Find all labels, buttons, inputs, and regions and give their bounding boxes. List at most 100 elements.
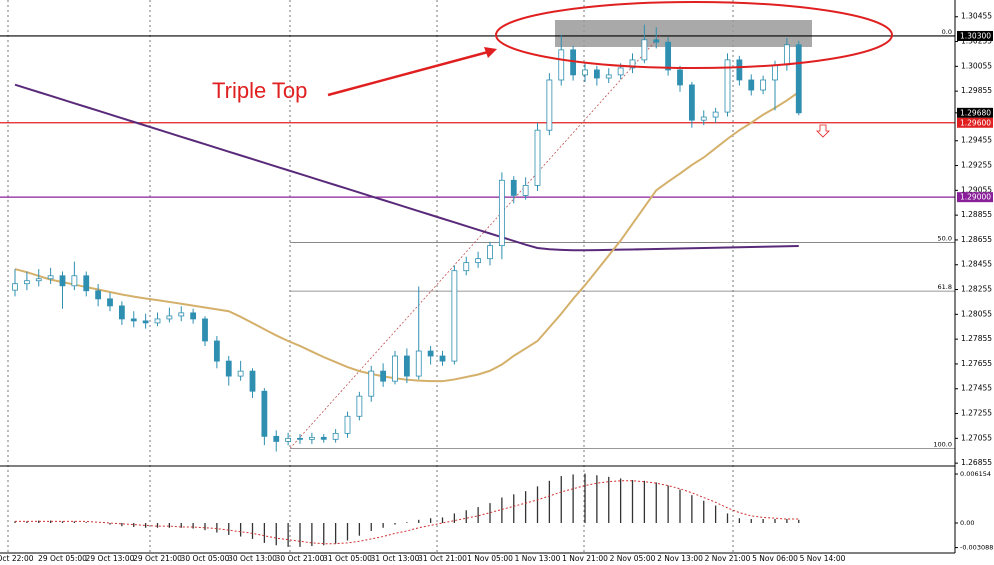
candle-body bbox=[498, 179, 505, 247]
arrow-shaft bbox=[327, 50, 489, 97]
candle-body bbox=[35, 278, 42, 282]
candle-body bbox=[380, 370, 387, 382]
candle-body bbox=[415, 350, 422, 377]
candle-body bbox=[677, 69, 683, 86]
candle-body bbox=[178, 312, 185, 317]
candle-body bbox=[190, 312, 197, 320]
x-tick-label: 2 Nov 21:00 bbox=[705, 554, 751, 563]
y-tick-label: 1.29255 bbox=[961, 161, 992, 170]
candle-body bbox=[451, 270, 458, 362]
candle-body bbox=[12, 283, 18, 291]
y-tick-label: 1.27255 bbox=[961, 409, 992, 418]
candle-body bbox=[795, 44, 802, 114]
y-tick-label: 1.27455 bbox=[961, 384, 992, 393]
y-tick-label: 1.29455 bbox=[961, 136, 992, 145]
fib-label: 61.8 bbox=[938, 283, 952, 291]
candle-body bbox=[249, 370, 256, 392]
candle-body bbox=[225, 360, 232, 377]
x-tick-label: 30 Oct 05:00 bbox=[181, 554, 230, 563]
candle-body bbox=[522, 184, 529, 196]
y-tick-label: 1.27655 bbox=[961, 359, 992, 368]
candle-body bbox=[700, 116, 707, 121]
price-tag-label: 1.29680 bbox=[960, 108, 991, 117]
y-tick-label: 1.30255 bbox=[961, 37, 992, 46]
x-tick-label: 2 Nov 13:00 bbox=[657, 554, 703, 563]
candle-body bbox=[95, 290, 102, 300]
candle-body bbox=[546, 79, 553, 131]
candle-body bbox=[593, 69, 600, 79]
price-tag bbox=[957, 107, 993, 118]
sell-arrow bbox=[816, 124, 830, 138]
candle-body bbox=[463, 262, 470, 272]
resistance-zone bbox=[555, 20, 812, 47]
candle-body bbox=[59, 275, 66, 287]
candle-body bbox=[783, 44, 790, 66]
candle-body bbox=[748, 79, 755, 91]
x-tick-label: 31 Oct 05:00 bbox=[323, 554, 372, 563]
candle-body bbox=[617, 67, 624, 76]
x-tick-label: 1 Nov 13:00 bbox=[515, 554, 561, 563]
day-separators bbox=[7, 0, 734, 553]
candle-body bbox=[665, 41, 672, 71]
price-tag bbox=[957, 30, 993, 41]
candle-body bbox=[772, 64, 778, 81]
candle-body bbox=[641, 39, 648, 61]
fib-label: 50.0 bbox=[938, 234, 952, 242]
candle-body bbox=[403, 355, 410, 377]
y-tick-label: 1.27855 bbox=[961, 334, 992, 343]
y-tick-label: 1.27055 bbox=[961, 433, 992, 442]
y-tick-label: -0.003088 bbox=[960, 544, 993, 552]
candle-body bbox=[213, 340, 220, 362]
y-tick-label: 1.30455 bbox=[961, 12, 992, 21]
candle-body bbox=[273, 435, 280, 442]
candle-body bbox=[71, 275, 78, 287]
candle-body bbox=[107, 298, 113, 307]
candle-body bbox=[297, 437, 303, 440]
y-tick-label: 1.30055 bbox=[961, 61, 992, 70]
candle-body bbox=[760, 79, 767, 91]
x-tick-label: 5 Nov 14:00 bbox=[800, 554, 846, 563]
candle-body bbox=[202, 318, 208, 342]
y-tick-label: 1.28055 bbox=[961, 309, 992, 318]
x-tick-label: 2 Nov 05:00 bbox=[610, 554, 656, 563]
price-tag-label: 1.29600 bbox=[960, 118, 991, 127]
highlight-ellipse bbox=[495, 1, 893, 69]
candle-body bbox=[118, 305, 125, 320]
candle-body bbox=[285, 437, 292, 442]
candle-body bbox=[688, 84, 695, 121]
candle-body bbox=[605, 74, 612, 79]
candle-body bbox=[534, 129, 541, 186]
arrow-head bbox=[484, 47, 497, 58]
y-tick-label: 0.00 bbox=[960, 519, 974, 527]
fib-trendline bbox=[289, 35, 661, 449]
candle-body bbox=[47, 275, 54, 280]
candle-body bbox=[629, 59, 636, 69]
candle-body bbox=[368, 370, 375, 397]
candle-body bbox=[427, 350, 434, 357]
candle-body bbox=[332, 432, 339, 440]
fib-label: 100.0 bbox=[933, 440, 952, 448]
candle-body bbox=[510, 179, 517, 196]
candle-body bbox=[475, 258, 482, 264]
price-tag bbox=[957, 117, 993, 128]
y-tick-label: 1.28455 bbox=[961, 260, 992, 269]
candle-body bbox=[356, 395, 363, 417]
x-tick-label: 31 Oct 13:00 bbox=[371, 554, 420, 563]
x-tick-label: 1 Nov 05:00 bbox=[467, 554, 513, 563]
candle-body bbox=[166, 315, 173, 320]
annotation: Triple Top bbox=[212, 78, 307, 103]
candle-body bbox=[439, 355, 446, 362]
candle-body bbox=[130, 318, 137, 322]
candle-body bbox=[712, 111, 719, 118]
x-tick-label: 5 Nov 06:00 bbox=[752, 554, 798, 563]
candle-body bbox=[582, 69, 588, 76]
y-tick-label: 1.28255 bbox=[961, 285, 992, 294]
y-tick-label: 1.28855 bbox=[961, 210, 992, 219]
candle-body bbox=[392, 355, 398, 382]
price-tag-label: 1.29000 bbox=[960, 193, 991, 202]
price-tag bbox=[957, 192, 993, 203]
candle-body bbox=[154, 318, 161, 324]
candle-body bbox=[320, 436, 327, 440]
x-tick-label: 31 Oct 21:00 bbox=[418, 554, 467, 563]
